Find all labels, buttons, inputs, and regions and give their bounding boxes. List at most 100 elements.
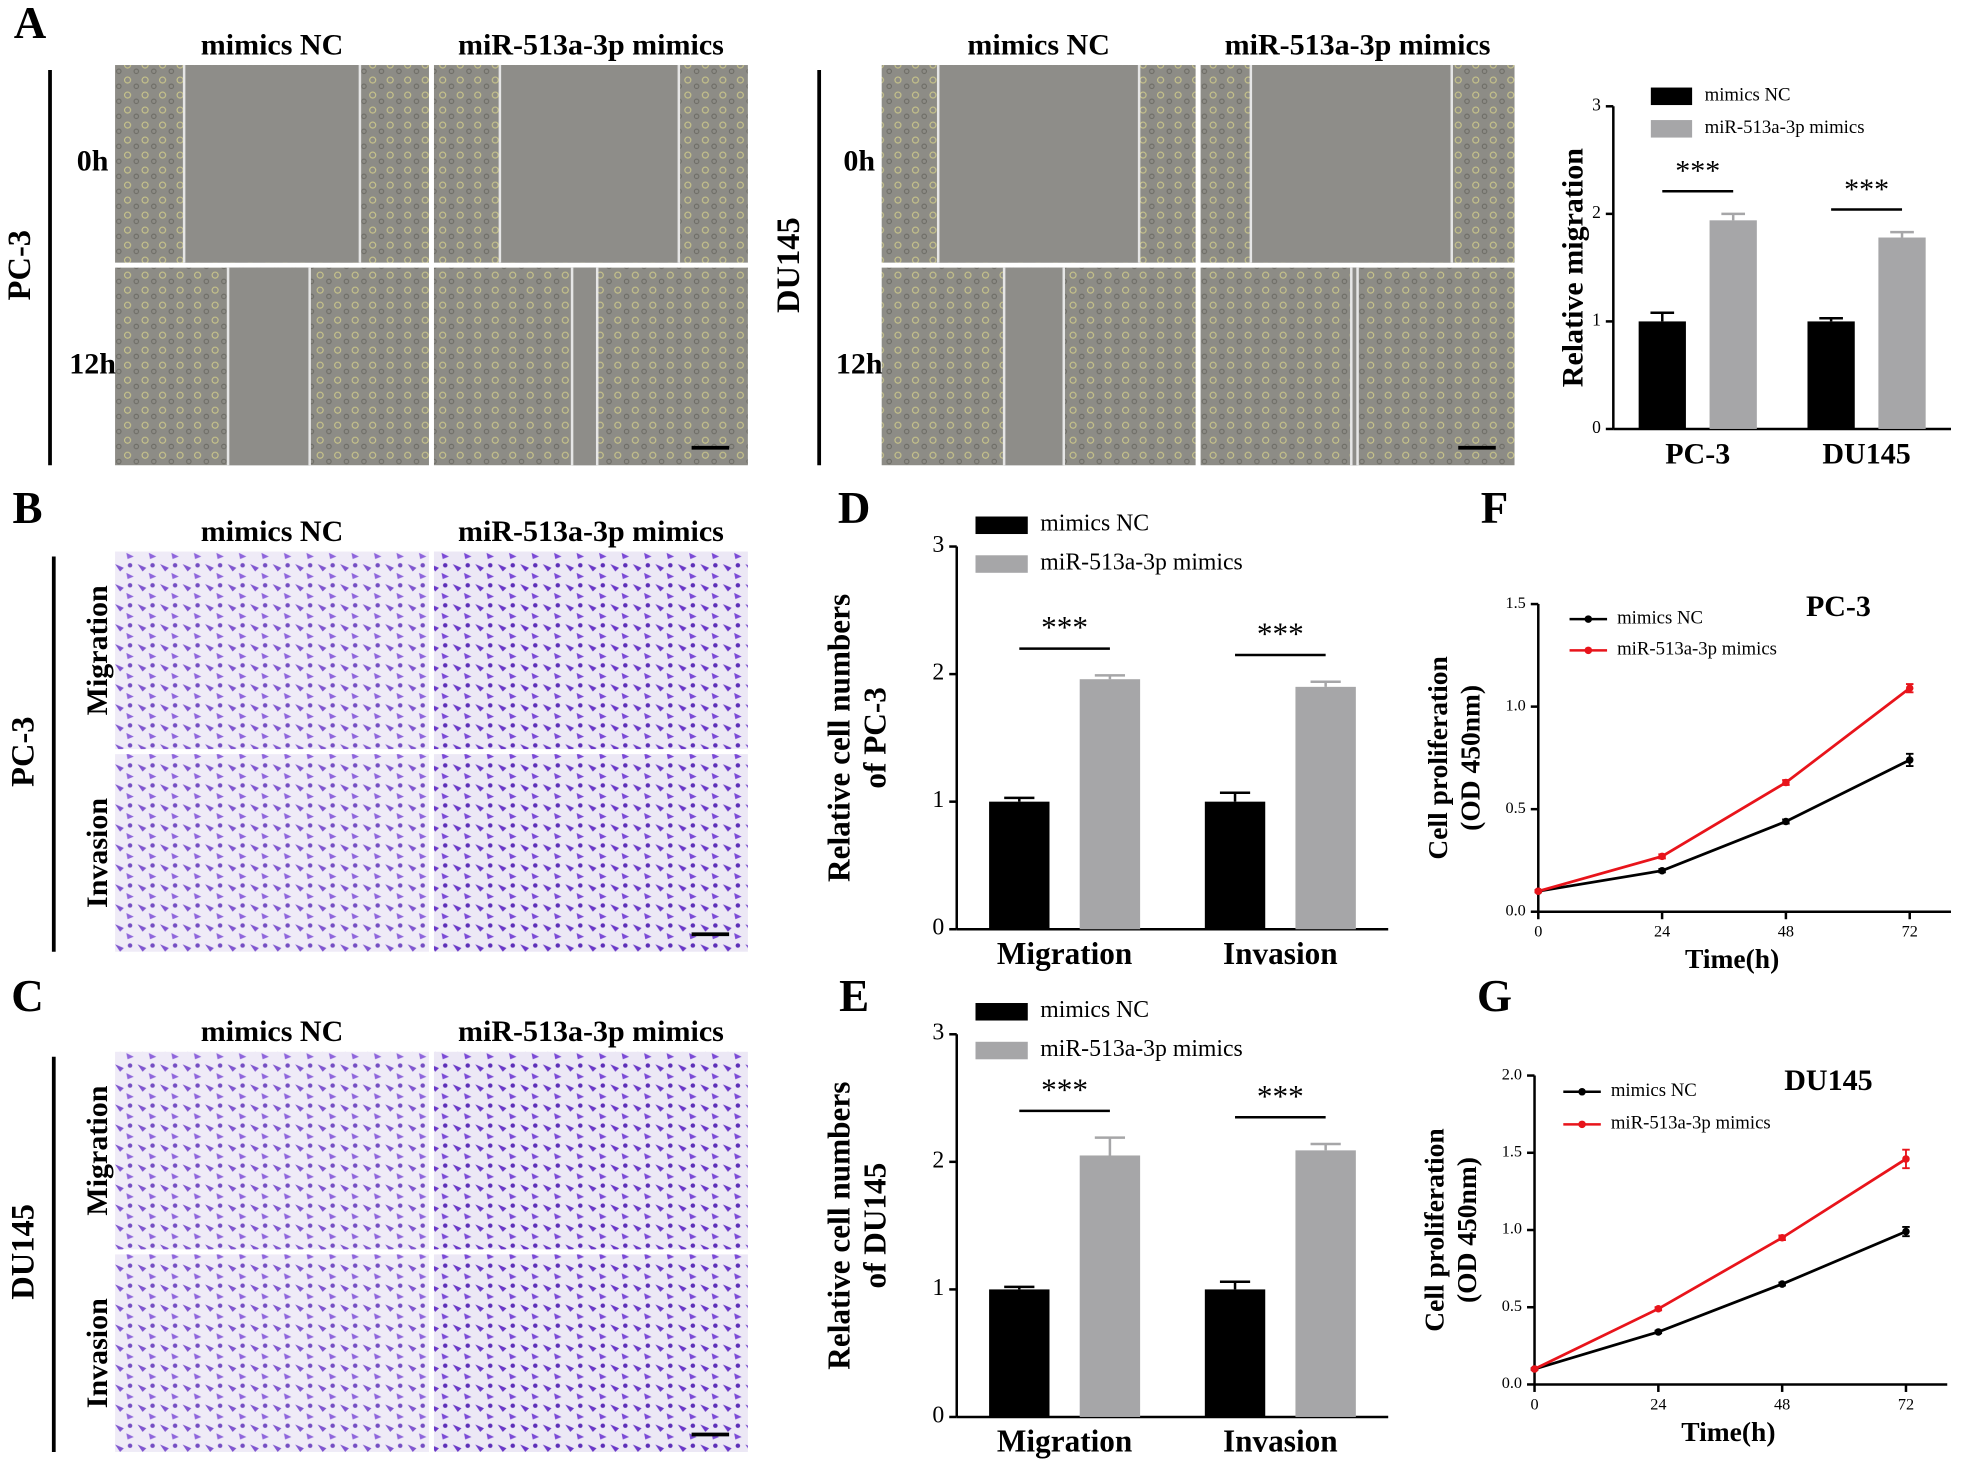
x-tick-label: Invasion [1223, 936, 1338, 971]
column-header: mimics NC [201, 1015, 343, 1048]
cell-line-label: PC-3 [6, 716, 42, 786]
x-tick-label: 48 [1778, 923, 1794, 941]
error-bar [1721, 212, 1746, 221]
micrograph [433, 1051, 748, 1250]
row-label: 0h [77, 145, 109, 178]
error-bar [1819, 316, 1843, 322]
series-line [1534, 1230, 1907, 1371]
error-bar [1004, 796, 1035, 802]
point [1778, 1233, 1786, 1242]
point [1902, 1227, 1910, 1236]
micrograph [115, 1051, 429, 1250]
y-axis-label: Cell proliferation [1422, 656, 1453, 859]
x-tick-label: PC-3 [1665, 437, 1730, 470]
series-line [1533, 1157, 1907, 1371]
error-bar [1219, 1280, 1251, 1290]
wound-gap [1250, 65, 1452, 263]
point [1782, 778, 1790, 787]
y-axis-label: (OD 450nm) [1455, 685, 1486, 831]
bar [1807, 321, 1855, 429]
bar [1638, 321, 1686, 429]
y-tick-label: 3 [1592, 94, 1601, 114]
x-tick-label: 24 [1650, 1395, 1666, 1413]
column-header: miR-513a-3p mimics [458, 515, 724, 548]
cell-line-label: DU145 [6, 1204, 42, 1300]
micrograph [433, 1254, 748, 1452]
y-axis-label: Relative cell numbers [821, 594, 856, 882]
legend-label: miR-513a-3p mimics [1611, 1113, 1771, 1134]
row-label: Invasion [81, 1298, 114, 1408]
row-label: Migration [81, 1085, 114, 1215]
y-axis-label: Cell proliferation [1418, 1128, 1449, 1331]
x-tick-label: Migration [997, 936, 1132, 971]
y-tick-label: 0.5 [1505, 799, 1525, 817]
bar [1295, 686, 1356, 930]
legend-label: miR-513a-3p mimics [1617, 639, 1777, 660]
legend-swatch [975, 1003, 1028, 1021]
y-tick-label: 2 [1592, 202, 1601, 222]
y-tick-label: 0.5 [1502, 1297, 1522, 1315]
x-tick-label: 0 [1530, 1395, 1538, 1413]
y-axis-label: (OD 450nm) [1451, 1157, 1482, 1303]
wound-gap [572, 267, 598, 466]
bar [1079, 1155, 1141, 1417]
significance-label: *** [1257, 1079, 1304, 1114]
column-header: mimics NC [967, 28, 1109, 61]
row-label: 0h [843, 145, 875, 178]
y-axis-label: Relative cell numbers [821, 1082, 856, 1370]
point [1905, 756, 1914, 764]
x-axis-label: Time(h) [1681, 1416, 1775, 1447]
panel-letter: D [838, 483, 871, 533]
x-tick-label: 72 [1898, 1395, 1914, 1413]
y-tick-label: 3 [932, 1020, 944, 1046]
y-axis-label: of PC-3 [858, 687, 893, 789]
x-tick-label: 72 [1902, 923, 1918, 941]
y-tick-label: 1.0 [1502, 1220, 1522, 1238]
legend-marker [1578, 1088, 1586, 1096]
x-tick-label: 0 [1534, 923, 1542, 941]
y-tick-label: 1 [932, 787, 944, 813]
y-tick-label: 0 [1592, 417, 1601, 437]
column-header: mimics NC [201, 515, 343, 548]
x-tick-label: Invasion [1223, 1424, 1338, 1459]
legend-label: mimics NC [1611, 1080, 1697, 1101]
wound-gap [938, 65, 1140, 263]
micrograph [115, 754, 429, 952]
legend-swatch [1650, 87, 1693, 106]
y-tick-label: 2 [932, 660, 944, 686]
error-bar [1310, 1142, 1341, 1151]
error-bar [1650, 311, 1675, 322]
legend-label: mimics NC [1040, 511, 1149, 537]
column-header: miR-513a-3p mimics [458, 28, 724, 61]
error-bar [1004, 1285, 1035, 1290]
point [1902, 1155, 1910, 1163]
bar [1878, 237, 1926, 429]
micrograph [433, 551, 748, 750]
error-bar [1219, 791, 1251, 802]
error-bar [1094, 1136, 1126, 1156]
x-tick-label: 48 [1774, 1395, 1790, 1413]
legend-label: miR-513a-3p mimics [1705, 117, 1865, 138]
legend-label: miR-513a-3p mimics [1040, 549, 1243, 575]
x-tick-label: DU145 [1822, 437, 1910, 470]
chart-title: DU145 [1784, 1064, 1872, 1097]
point [1658, 852, 1666, 861]
legend-swatch [1650, 120, 1693, 138]
wound-gap [228, 267, 310, 466]
point [1782, 817, 1790, 826]
panel-letter: B [12, 483, 42, 533]
panel-letter: F [1481, 483, 1509, 533]
series-line [1538, 758, 1911, 893]
bar [1709, 220, 1757, 429]
bar [1204, 801, 1266, 930]
y-tick-label: 1.5 [1502, 1143, 1522, 1161]
y-tick-label: 2 [932, 1147, 944, 1173]
legend-swatch [975, 555, 1028, 573]
significance-label: *** [1041, 610, 1088, 645]
x-axis-label: Time(h) [1685, 943, 1779, 974]
significance-label: *** [1675, 155, 1720, 188]
column-header: miR-513a-3p mimics [458, 1015, 724, 1048]
y-tick-label: 1.0 [1505, 696, 1525, 714]
bar [1204, 1289, 1266, 1417]
